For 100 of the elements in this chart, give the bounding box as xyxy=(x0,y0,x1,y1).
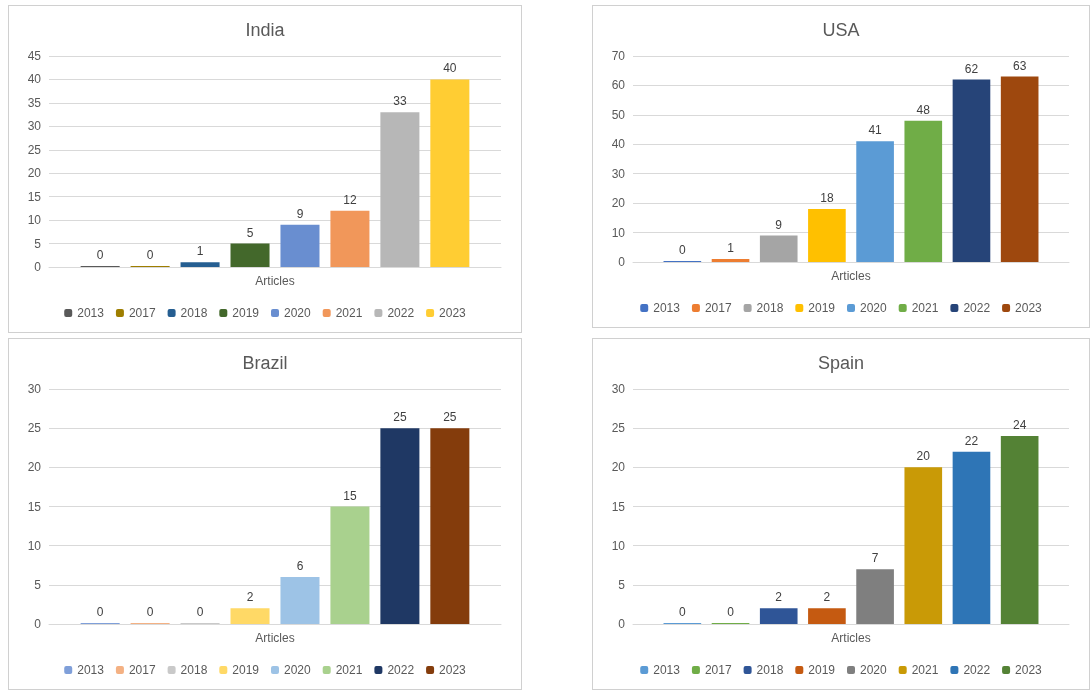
legend-label: 2020 xyxy=(860,301,888,315)
y-tick-label: 20 xyxy=(27,460,42,475)
legend-label: 2013 xyxy=(653,301,681,315)
y-tick-label: 30 xyxy=(611,382,626,396)
y-tick-label: 50 xyxy=(611,107,626,122)
data-label: 9 xyxy=(775,217,783,232)
legend-label: 2019 xyxy=(808,663,836,677)
bar xyxy=(808,608,846,624)
bar xyxy=(280,224,320,267)
data-label: 25 xyxy=(393,410,407,425)
y-tick-label: 20 xyxy=(611,460,626,475)
y-tick-label: 45 xyxy=(27,49,42,63)
legend-label: 2019 xyxy=(232,306,260,320)
bar xyxy=(180,262,220,267)
data-label: 5 xyxy=(246,225,254,240)
y-tick-label: 0 xyxy=(34,617,42,631)
x-tick-label: Articles xyxy=(831,269,871,283)
chart-title: Brazil xyxy=(242,353,288,373)
y-tick-label: 0 xyxy=(618,255,626,269)
data-label: 40 xyxy=(443,61,457,76)
y-tick-label: 30 xyxy=(611,166,626,181)
legend-label: 2021 xyxy=(335,663,363,677)
bar xyxy=(230,243,270,267)
bar xyxy=(856,569,894,624)
y-tick-label: 10 xyxy=(27,213,42,228)
x-tick-label: Articles xyxy=(831,631,871,645)
data-label: 9 xyxy=(296,206,304,221)
data-label: 62 xyxy=(964,61,979,76)
chart-title: India xyxy=(245,20,286,40)
legend-label: 2017 xyxy=(704,301,732,315)
legend-label: 2020 xyxy=(860,663,888,677)
data-label: 20 xyxy=(916,449,931,464)
bar xyxy=(230,608,270,624)
legend-label: 2017 xyxy=(128,663,156,677)
data-label: 15 xyxy=(343,488,357,503)
legend-label: 2023 xyxy=(1015,663,1043,677)
data-label: 2 xyxy=(823,590,831,605)
bar xyxy=(1000,436,1039,624)
legend-label: 2021 xyxy=(335,306,363,320)
bar xyxy=(759,608,798,624)
y-tick-label: 40 xyxy=(611,137,626,152)
legend-label: 2020 xyxy=(284,663,312,677)
legend-label: 2018 xyxy=(756,301,784,315)
y-tick-label: 15 xyxy=(611,499,626,514)
bar xyxy=(380,428,420,624)
y-tick-label: 70 xyxy=(611,49,626,63)
legend-label: 2018 xyxy=(756,663,784,677)
chart-title: Spain xyxy=(817,353,865,373)
bar xyxy=(280,577,320,624)
legend-label: 2023 xyxy=(1015,301,1043,315)
y-tick-label: 30 xyxy=(27,119,42,134)
legend-label: 2022 xyxy=(963,663,991,677)
data-label: 24 xyxy=(1012,418,1027,432)
y-tick-label: 5 xyxy=(618,577,626,592)
legend-label: 2019 xyxy=(232,663,260,677)
bar xyxy=(430,79,470,267)
legend-label: 2018 xyxy=(180,663,208,677)
bar xyxy=(711,259,750,262)
data-label: 0 xyxy=(196,605,204,619)
data-label: 41 xyxy=(868,123,883,138)
y-tick-label: 10 xyxy=(611,538,626,553)
y-tick-label: 15 xyxy=(27,189,42,204)
bar xyxy=(330,210,370,267)
y-tick-label: 40 xyxy=(27,72,42,87)
legend-label: 2021 xyxy=(911,301,939,315)
bar xyxy=(380,112,420,267)
bar xyxy=(430,428,470,624)
data-label: 0 xyxy=(727,605,735,619)
data-label: 1 xyxy=(727,241,735,256)
y-tick-label: 10 xyxy=(27,538,42,553)
legend-label: 2019 xyxy=(808,301,836,315)
legend-label: 2018 xyxy=(180,306,208,320)
bar xyxy=(808,209,846,262)
y-tick-label: 20 xyxy=(611,196,626,211)
data-label: 2 xyxy=(775,590,783,605)
y-tick-label: 15 xyxy=(27,499,42,514)
data-label: 2 xyxy=(246,590,254,605)
data-label: 0 xyxy=(679,605,686,619)
bar xyxy=(759,235,798,262)
legend-label: 2013 xyxy=(77,663,105,677)
bar xyxy=(904,120,943,262)
legend-label: 2021 xyxy=(911,663,939,677)
legend-label: 2023 xyxy=(439,306,467,320)
data-label: 63 xyxy=(1012,58,1027,73)
y-tick-label: 5 xyxy=(34,236,42,251)
bar xyxy=(330,506,370,624)
legend-label: 2013 xyxy=(653,663,681,677)
data-label: 0 xyxy=(146,605,154,619)
y-tick-label: 0 xyxy=(34,260,42,274)
y-tick-label: 20 xyxy=(27,166,42,181)
legend-label: 2022 xyxy=(387,663,415,677)
chart-title: USA xyxy=(822,20,860,40)
y-tick-label: 25 xyxy=(611,421,626,436)
data-label: 0 xyxy=(96,605,104,619)
data-label: 22 xyxy=(964,433,979,448)
legend-label: 2020 xyxy=(284,306,312,320)
legend-label: 2013 xyxy=(77,306,105,320)
y-tick-label: 35 xyxy=(27,95,42,110)
data-label: 0 xyxy=(679,243,686,257)
x-tick-label: Articles xyxy=(255,274,295,288)
